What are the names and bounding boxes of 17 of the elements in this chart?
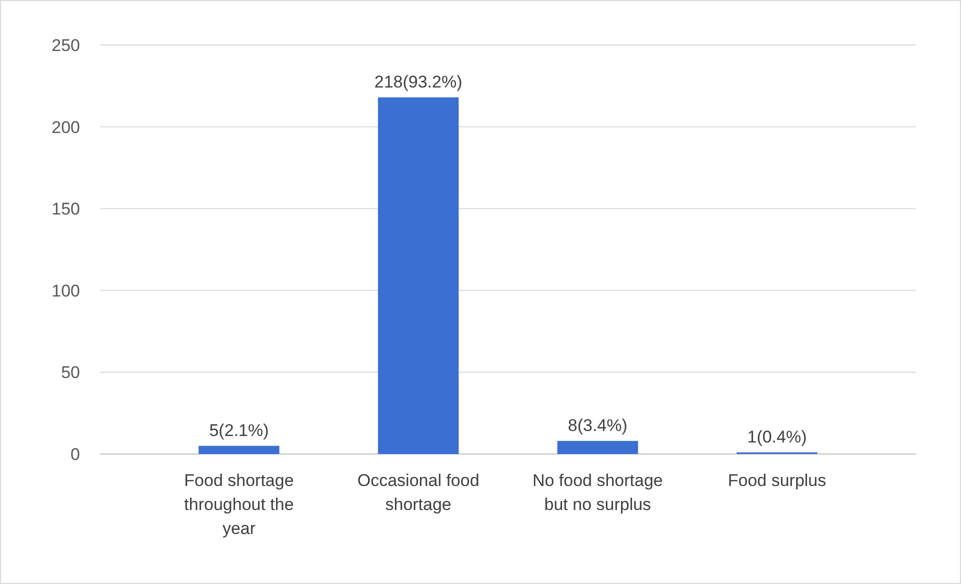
y-tick-label: 250 [52,36,80,55]
x-tick-label: No food shortage but no surplus [532,471,663,514]
y-tick-label: 0 [70,444,80,464]
y-tick-label: 100 [52,281,80,300]
y-tick-label: 50 [61,363,80,382]
bar [557,440,638,454]
data-label: 218(93.2%) [374,72,462,92]
x-tick-label: Food surplus [728,471,826,490]
y-tick-label: 200 [52,118,80,137]
x-tick-label: Food shortage throughout the year [184,471,294,538]
bar [198,446,280,454]
y-tick-label: 150 [52,200,80,219]
data-label: 8(3.4%) [568,416,628,435]
x-tick-label: Occasional food shortage [357,471,480,514]
bar [378,97,459,454]
data-label: 5(2.1%) [209,420,269,440]
data-label: 1(0.4%) [747,427,807,446]
